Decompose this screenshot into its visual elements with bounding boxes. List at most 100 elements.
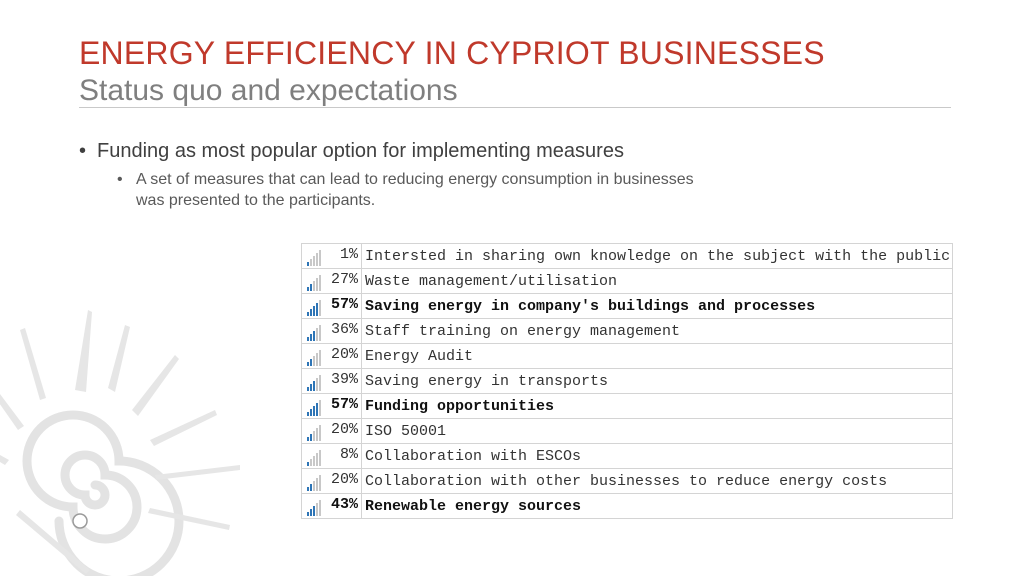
signal-bars-icon <box>306 450 322 466</box>
measure-label: Funding opportunities <box>361 393 953 419</box>
signal-bar <box>313 506 315 516</box>
bullet-dot: • <box>117 171 123 188</box>
percent-value: 1% <box>339 246 358 263</box>
signal-bar <box>316 403 318 416</box>
signal-bar <box>310 309 312 316</box>
percent-value: 39% <box>330 371 358 388</box>
signal-bar <box>319 425 321 441</box>
signal-bar <box>319 400 321 416</box>
signal-bar <box>307 462 309 466</box>
table-row: 57% Saving energy in company's buildings … <box>301 293 953 319</box>
signal-bars-icon <box>306 350 322 366</box>
signal-bar <box>319 250 321 266</box>
measure-label: Saving energy in transports <box>361 368 953 394</box>
bullet-level-1: • Funding as most popular option for impl… <box>79 140 624 163</box>
table-row: 1% Intersted in sharing own knowledge on … <box>301 243 953 269</box>
table-row: 8% Collaboration with ESCOs <box>301 443 953 469</box>
percent-value: 43% <box>330 496 358 513</box>
bullet-level-2: • A set of measures that can lead to redu… <box>117 169 697 211</box>
signal-bar <box>310 459 312 466</box>
table-row: 43% Renewable energy sources <box>301 493 953 519</box>
signal-bar <box>313 406 315 416</box>
percent-value: 36% <box>330 321 358 338</box>
percent-value: 20% <box>330 346 358 363</box>
signal-bar <box>307 412 309 416</box>
signal-bar <box>310 284 312 291</box>
signal-bars-icon <box>306 475 322 491</box>
measure-label: Collaboration with other businesses to r… <box>361 468 953 494</box>
table-row: 20% Energy Audit <box>301 343 953 369</box>
signal-bar <box>316 378 318 391</box>
signal-bar <box>307 437 309 441</box>
signal-bar <box>313 356 315 366</box>
percent-value: 20% <box>330 471 358 488</box>
signal-bar <box>310 359 312 366</box>
percent-cell: 39% <box>301 368 362 394</box>
measure-label: Staff training on energy management <box>361 318 953 344</box>
signal-bar <box>307 312 309 316</box>
percent-cell: 8% <box>301 443 362 469</box>
signal-bar <box>313 331 315 341</box>
percent-cell: 27% <box>301 268 362 294</box>
signal-bars-icon <box>306 425 322 441</box>
signal-bar <box>310 509 312 516</box>
signal-bar <box>313 431 315 441</box>
signal-bar <box>313 281 315 291</box>
signal-bars-icon <box>306 250 322 266</box>
measure-label: Saving energy in company's buildings and… <box>361 293 953 319</box>
signal-bar <box>313 481 315 491</box>
signal-bar <box>307 337 309 341</box>
signal-bar <box>310 434 312 441</box>
bullet-level-1-text: Funding as most popular option for imple… <box>97 140 624 162</box>
signal-bar <box>316 503 318 516</box>
measure-label: Energy Audit <box>361 343 953 369</box>
signal-bar <box>307 287 309 291</box>
bullet-dot: • <box>79 140 87 162</box>
signal-bar <box>307 512 309 516</box>
signal-bar <box>319 450 321 466</box>
signal-bar <box>307 362 309 366</box>
signal-bar <box>310 334 312 341</box>
percent-cell: 36% <box>301 318 362 344</box>
table-row: 20% Collaboration with other businesses t… <box>301 468 953 494</box>
percent-cell: 1% <box>301 243 362 269</box>
percent-value: 57% <box>330 296 358 313</box>
signal-bar <box>307 387 309 391</box>
signal-bar <box>316 428 318 441</box>
signal-bars-icon <box>306 500 322 516</box>
signal-bar <box>316 478 318 491</box>
signal-bar <box>319 300 321 316</box>
percent-value: 57% <box>330 396 358 413</box>
measure-label: Intersted in sharing own knowledge on th… <box>361 243 953 269</box>
table-row: 57% Funding opportunities <box>301 393 953 419</box>
measures-table: 1% Intersted in sharing own knowledge on … <box>301 243 953 519</box>
signal-bar <box>310 259 312 266</box>
percent-cell: 20% <box>301 418 362 444</box>
percent-cell: 20% <box>301 468 362 494</box>
signal-bar <box>316 453 318 466</box>
signal-bar <box>310 484 312 491</box>
measure-label: ISO 50001 <box>361 418 953 444</box>
signal-bars-icon <box>306 325 322 341</box>
percent-cell: 43% <box>301 493 362 519</box>
signal-bar <box>319 275 321 291</box>
percent-cell: 57% <box>301 393 362 419</box>
sun-spiral-decoration <box>0 310 240 576</box>
signal-bar <box>319 475 321 491</box>
signal-bars-icon <box>306 375 322 391</box>
measure-label: Collaboration with ESCOs <box>361 443 953 469</box>
signal-bar <box>319 325 321 341</box>
signal-bars-icon <box>306 275 322 291</box>
percent-value: 8% <box>339 446 358 463</box>
title-divider <box>79 107 951 108</box>
signal-bar <box>316 278 318 291</box>
signal-bar <box>316 253 318 266</box>
signal-bar <box>316 328 318 341</box>
signal-bar <box>307 487 309 491</box>
table-row: 27% Waste management/utilisation <box>301 268 953 294</box>
measure-label: Renewable energy sources <box>361 493 953 519</box>
percent-cell: 20% <box>301 343 362 369</box>
signal-bar <box>310 409 312 416</box>
signal-bar <box>313 256 315 266</box>
table-row: 39% Saving energy in transports <box>301 368 953 394</box>
